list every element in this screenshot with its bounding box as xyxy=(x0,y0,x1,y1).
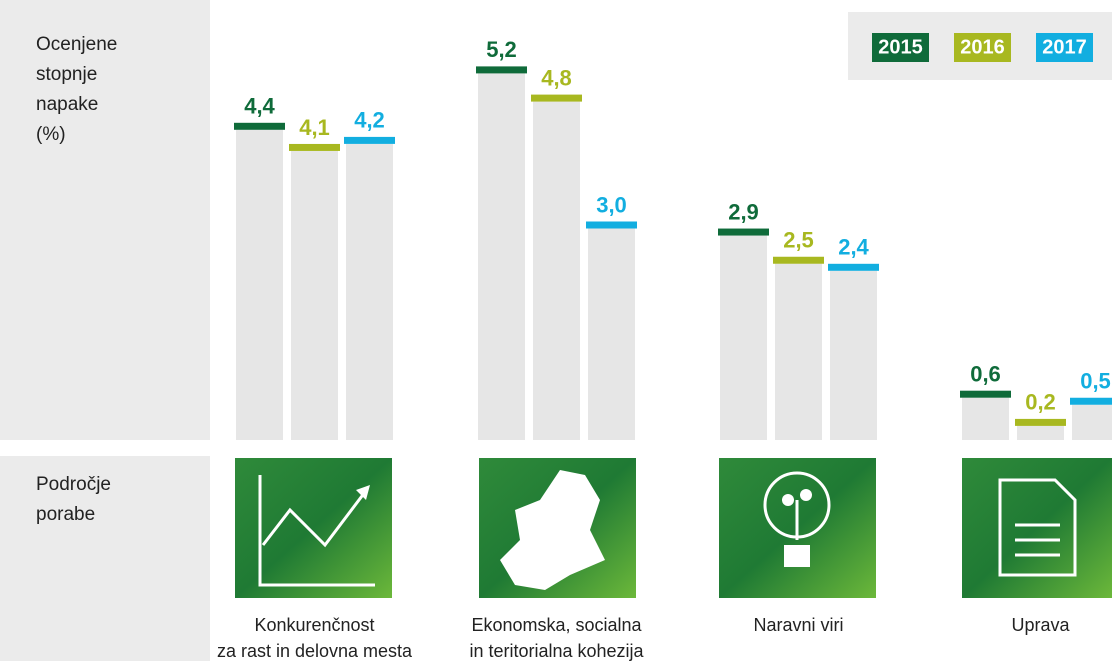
icon xyxy=(962,458,1112,598)
x-tick-label: Konkurenčnost za rast in delovna mesta xyxy=(216,615,413,661)
value-label: 2,4 xyxy=(838,235,869,260)
y-axis-label: Ocenjene stopnje napake (%) xyxy=(36,34,118,145)
bar xyxy=(236,129,283,441)
bar-cap xyxy=(960,390,1011,398)
bar xyxy=(830,270,877,440)
value-label: 4,1 xyxy=(299,115,330,140)
value-label: 4,4 xyxy=(244,94,275,119)
bar-cap xyxy=(1015,418,1066,426)
label-panel xyxy=(0,456,210,661)
bar-cap xyxy=(531,94,582,102)
legend-label: 2015 xyxy=(878,36,923,58)
legend-swatch xyxy=(954,33,1011,62)
value-label: 0,2 xyxy=(1025,390,1056,415)
x-tick-label: Uprava xyxy=(1011,615,1070,635)
bar xyxy=(720,235,767,440)
bar-cap xyxy=(1070,397,1112,405)
bar-cap xyxy=(234,122,285,130)
value-label: 3,0 xyxy=(596,192,627,217)
bar xyxy=(1017,425,1064,440)
value-label: 5,2 xyxy=(486,37,517,62)
value-label: 0,6 xyxy=(970,362,1001,387)
legend-swatch xyxy=(872,33,929,62)
bar xyxy=(1072,404,1112,440)
bar xyxy=(588,228,635,440)
bar-cap xyxy=(344,136,395,144)
icon xyxy=(479,458,636,598)
value-label: 2,9 xyxy=(728,199,759,224)
legend-label: 2017 xyxy=(1042,36,1087,58)
bar xyxy=(962,397,1009,440)
icon xyxy=(235,458,392,598)
icon xyxy=(719,458,876,598)
x-tick-label: Naravni viri xyxy=(753,615,844,635)
value-label: 0,5 xyxy=(1080,369,1111,394)
bar xyxy=(291,150,338,440)
value-label: 2,5 xyxy=(783,228,814,253)
value-label: 4,2 xyxy=(354,108,385,133)
bar-cap xyxy=(828,263,879,271)
bar xyxy=(775,263,822,440)
bar-cap xyxy=(773,256,824,264)
bar-cap xyxy=(289,143,340,151)
label-panel xyxy=(0,0,210,440)
bar-cap xyxy=(718,228,769,236)
x-axis-label: Področje porabe xyxy=(36,474,111,525)
legend-swatch xyxy=(1036,33,1093,62)
bar-cap xyxy=(586,221,637,229)
bar-cap xyxy=(476,66,527,74)
bar xyxy=(533,101,580,440)
legend-label: 2016 xyxy=(960,36,1005,58)
bar xyxy=(478,73,525,441)
value-label: 4,8 xyxy=(541,65,572,90)
bar xyxy=(346,143,393,440)
x-tick-label: Ekonomska, socialna in teritorialna kohe… xyxy=(469,615,644,661)
